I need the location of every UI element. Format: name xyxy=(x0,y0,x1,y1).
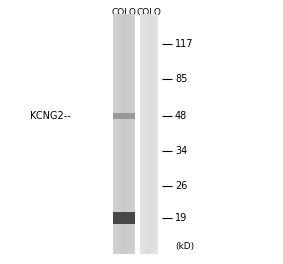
Text: (kD): (kD) xyxy=(175,243,194,252)
Text: COLO: COLO xyxy=(137,8,161,17)
Text: 117: 117 xyxy=(175,39,194,49)
Text: KCNG2--: KCNG2-- xyxy=(30,111,71,121)
Text: 85: 85 xyxy=(175,74,187,84)
Text: COLO: COLO xyxy=(112,8,136,17)
Text: 26: 26 xyxy=(175,181,187,191)
Text: 19: 19 xyxy=(175,213,187,223)
Text: 48: 48 xyxy=(175,111,187,121)
Text: 34: 34 xyxy=(175,146,187,156)
